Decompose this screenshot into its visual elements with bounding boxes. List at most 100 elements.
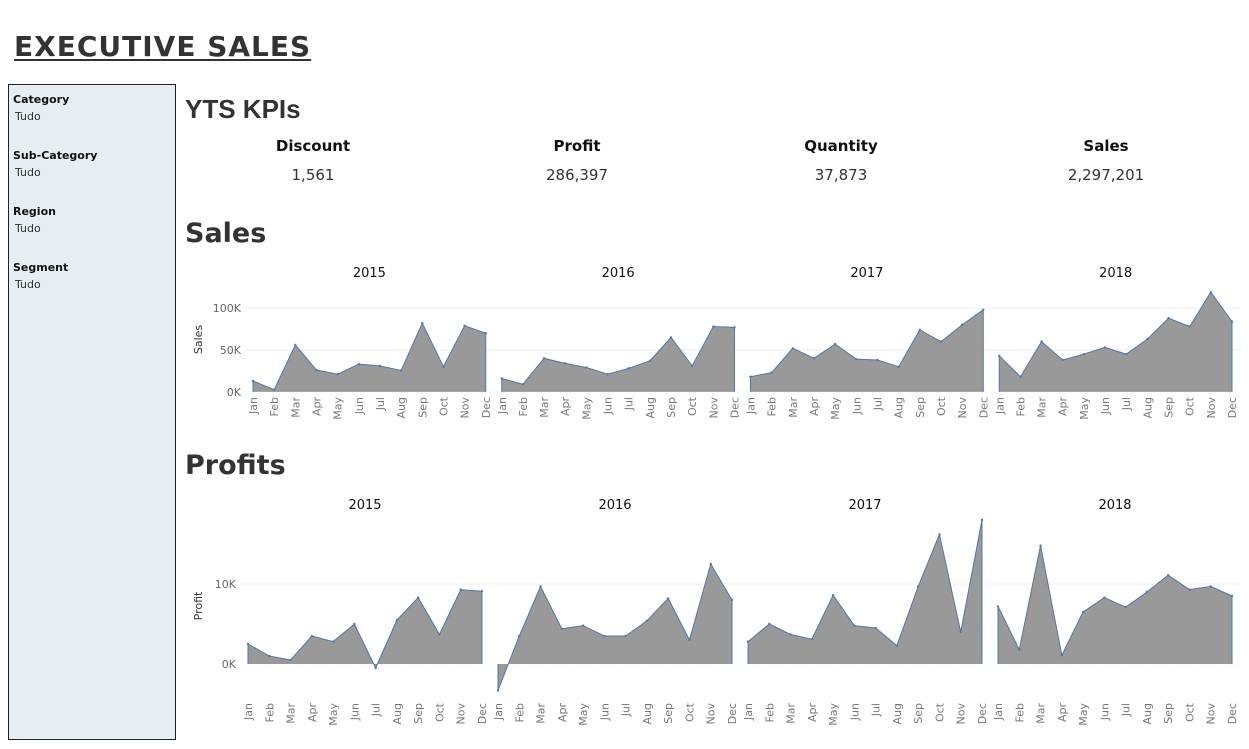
x-tick-label: May (1077, 703, 1090, 726)
data-point (1166, 574, 1170, 577)
filter-segment[interactable]: Segment Tudo (13, 261, 68, 291)
data-point (603, 634, 606, 638)
x-tick-label: May (829, 397, 842, 420)
x-tick-label: May (327, 703, 340, 726)
data-point (395, 618, 399, 622)
x-tick-label: Jul (623, 397, 636, 411)
x-tick-label: Dec (729, 397, 742, 418)
x-tick-label: Jan (992, 703, 1005, 721)
x-tick-label: Nov (705, 703, 718, 725)
data-point (1167, 316, 1170, 320)
data-point (645, 619, 649, 622)
x-tick-label: Mar (1036, 397, 1049, 418)
x-tick-label: Jan (993, 397, 1006, 415)
page-title: EXECUTIVE SALES (14, 30, 312, 63)
filter-sidebar: Category Tudo Sub-Category Tudo Region T… (8, 84, 176, 740)
x-tick-label: Jan (745, 397, 758, 415)
x-tick-label: Apr (1056, 703, 1069, 723)
x-tick-label: Jul (370, 703, 383, 717)
area-series-2017 (750, 309, 984, 392)
data-point (810, 638, 814, 641)
panel-year-label: 2016 (602, 266, 635, 281)
y-tick-label: 0K (222, 658, 237, 671)
data-point (959, 630, 962, 634)
x-tick-label: Apr (556, 703, 569, 723)
x-tick-label: Jan (247, 397, 260, 415)
x-tick-label: Feb (766, 397, 779, 416)
x-tick-label: Dec (976, 703, 989, 724)
x-tick-label: May (580, 397, 593, 420)
x-tick-label: Feb (517, 397, 530, 416)
x-tick-label: Nov (1205, 397, 1218, 419)
x-tick-label: Apr (808, 397, 821, 417)
data-point (648, 359, 652, 363)
filter-value[interactable]: Tudo (15, 222, 41, 235)
x-tick-label: Nov (955, 703, 968, 725)
data-point (539, 585, 542, 588)
area-line-2015 (252, 321, 486, 391)
data-point (669, 336, 673, 339)
x-tick-label: Aug (395, 397, 408, 418)
kpi-label: Profit (553, 137, 601, 155)
x-tick-label: Oct (1183, 702, 1196, 722)
data-point (1230, 320, 1234, 323)
x-tick-label: Mar (538, 397, 551, 418)
data-point (1230, 594, 1234, 598)
x-tick-label: Aug (641, 703, 654, 724)
x-tick-label: Jun (353, 397, 366, 415)
data-point (980, 518, 984, 522)
x-tick-label: Sep (914, 397, 927, 418)
data-point (416, 596, 420, 599)
filter-sub-category[interactable]: Sub-Category Tudo (13, 149, 97, 179)
data-point (268, 654, 271, 658)
kpi-label: Discount (275, 137, 351, 155)
x-tick-label: Feb (263, 703, 276, 722)
y-axis-label: Sales (192, 325, 205, 355)
x-tick-label: Jun (848, 703, 861, 721)
area-line-2015 (247, 589, 483, 670)
area-series-2016 (498, 564, 732, 691)
data-point (897, 365, 900, 368)
filter-value[interactable]: Tudo (15, 166, 41, 179)
filter-category[interactable]: Category Tudo (13, 93, 69, 123)
x-tick-label: Mar (1035, 703, 1048, 724)
kpi-quantity: Quantity 37,873 (741, 137, 941, 184)
area-line-2017 (750, 309, 984, 378)
data-point (789, 633, 792, 636)
data-point (938, 533, 941, 536)
area-line-2018 (998, 291, 1233, 378)
data-point (1039, 544, 1042, 547)
data-point (1209, 585, 1212, 588)
profits-section-title: Profits (185, 450, 286, 481)
data-point (438, 633, 441, 636)
filter-label: Segment (13, 261, 69, 274)
data-point (463, 324, 466, 327)
filter-label: Region (13, 205, 56, 218)
kpi-profit: Profit 286,397 (477, 137, 677, 184)
x-tick-label: Sep (662, 703, 675, 724)
kpi-discount: Discount 1,561 (213, 137, 413, 184)
panel-year-label: 2015 (348, 498, 381, 513)
filter-value[interactable]: Tudo (15, 110, 41, 123)
data-point (496, 689, 500, 692)
filter-value[interactable]: Tudo (15, 278, 41, 291)
data-point (1145, 590, 1149, 594)
x-tick-label: Oct (935, 396, 948, 416)
panel-year-label: 2018 (1099, 266, 1132, 281)
data-point (246, 642, 250, 646)
data-point (876, 358, 879, 362)
data-point (855, 357, 858, 361)
data-point (982, 308, 985, 311)
data-point (1082, 352, 1086, 356)
x-tick-label: Nov (956, 397, 969, 419)
data-point (518, 634, 521, 638)
filter-region[interactable]: Region Tudo (13, 205, 56, 235)
data-point (918, 328, 921, 332)
x-tick-label: Aug (1141, 703, 1154, 724)
data-point (688, 638, 691, 642)
data-point (331, 640, 335, 643)
x-tick-label: Nov (459, 397, 472, 419)
x-tick-label: Sep (1163, 397, 1176, 418)
x-tick-label: Oct (437, 396, 450, 416)
x-tick-label: Jul (870, 703, 883, 717)
